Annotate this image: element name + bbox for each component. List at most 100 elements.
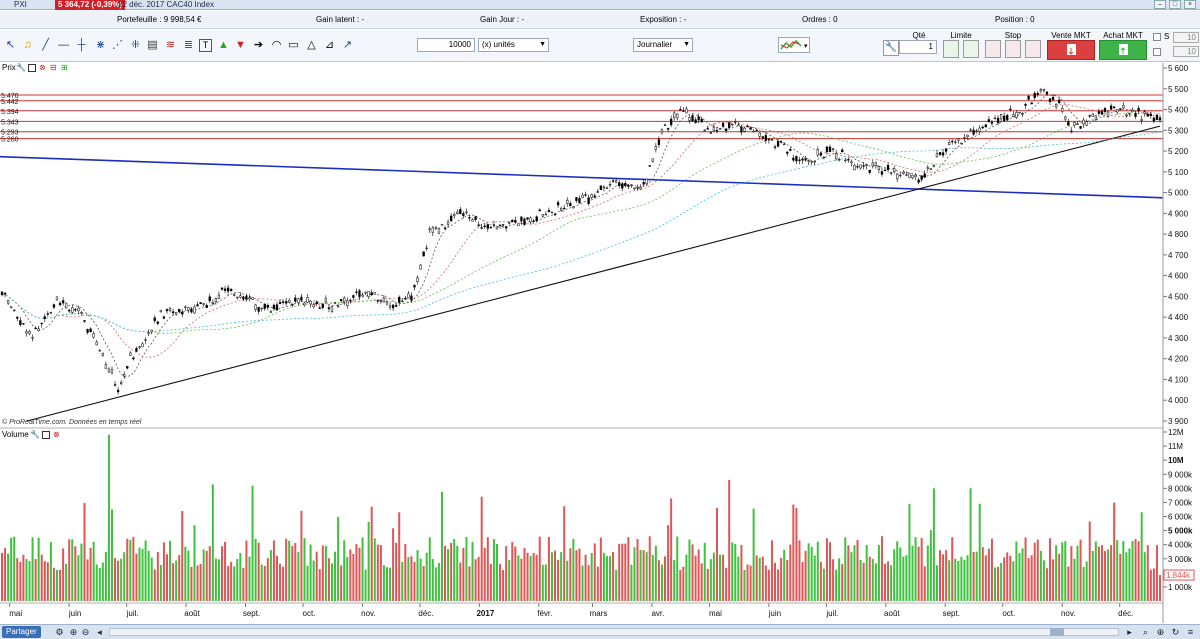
scroll-right-icon[interactable]: ▸ xyxy=(1127,627,1132,637)
volume-bar xyxy=(523,547,526,601)
x-axis-label: août xyxy=(184,609,200,618)
fan-icon[interactable]: ⋰ xyxy=(112,39,123,51)
s-checkbox[interactable] xyxy=(1153,33,1161,41)
period-select[interactable]: Journalier ▼ xyxy=(633,38,693,52)
zoom-in-icon[interactable]: ⊕ xyxy=(69,627,78,637)
zoom-in-icon[interactable]: ⊕ xyxy=(1156,627,1165,637)
candle-body xyxy=(877,166,881,171)
arrow-right-icon[interactable]: ➔ xyxy=(253,39,264,51)
minimize-icon[interactable]: – xyxy=(1154,0,1166,9)
arrow-tool-icon[interactable]: ↗ xyxy=(342,39,353,51)
t-checkbox[interactable] xyxy=(1153,48,1161,56)
volume-bar xyxy=(120,558,123,601)
candle-body xyxy=(230,289,233,292)
close-panel-icon[interactable]: ⊗ xyxy=(39,63,46,72)
volume-bar xyxy=(89,547,92,601)
candle-body xyxy=(245,296,248,300)
candle-body xyxy=(358,290,361,297)
achat-mkt-button[interactable] xyxy=(1099,40,1147,60)
s-input[interactable]: 10 xyxy=(1173,32,1199,43)
candle-body xyxy=(315,301,318,305)
alert-bell-icon[interactable]: ♫ xyxy=(23,39,32,51)
candle-body xyxy=(1125,114,1128,117)
pointer-icon[interactable]: ↖ xyxy=(5,39,16,51)
rectangle-icon[interactable]: ▭ xyxy=(288,39,299,51)
wrench-icon[interactable]: 🔧 xyxy=(16,63,26,72)
candle-body xyxy=(1015,112,1018,118)
quantity-input[interactable]: 10000 xyxy=(417,38,475,52)
position-value[interactable]: Position : 0 xyxy=(995,15,1035,24)
candle-body xyxy=(1003,115,1006,121)
ordres-value[interactable]: Ordres : 0 xyxy=(802,15,838,24)
candle-body xyxy=(489,226,493,229)
scroll-left-icon[interactable]: ◂ xyxy=(97,627,102,637)
candle-body xyxy=(281,301,285,303)
menu-icon[interactable]: ≡ xyxy=(1187,627,1194,637)
minus-icon[interactable]: ⊟ xyxy=(50,63,57,72)
candle-body xyxy=(978,127,981,132)
candle-body xyxy=(156,321,159,324)
stop-button-1[interactable] xyxy=(985,40,1001,58)
triangle-icon[interactable]: △ xyxy=(307,39,316,51)
refresh-icon[interactable]: ↻ xyxy=(1171,627,1180,637)
text-icon[interactable]: T xyxy=(199,39,212,52)
fibonacci-icon[interactable]: ≋ xyxy=(165,39,176,51)
volume-bar xyxy=(966,555,969,601)
volume-bar xyxy=(1012,561,1015,601)
volume-bar xyxy=(1045,568,1048,601)
vertical-line-icon[interactable]: ┼ xyxy=(77,39,86,51)
window-icon[interactable] xyxy=(42,431,50,439)
volume-bar xyxy=(884,563,887,601)
candle-body xyxy=(514,220,517,223)
volume-bar xyxy=(633,547,636,601)
candle-body xyxy=(608,184,612,186)
horizontal-line-icon[interactable]: — xyxy=(58,39,69,51)
line-icon[interactable]: ╱ xyxy=(42,39,49,51)
close-panel-icon[interactable]: ⊗ xyxy=(53,430,60,439)
candle-body xyxy=(859,164,862,169)
t-input[interactable]: 10 xyxy=(1173,46,1199,57)
vente-mkt-button[interactable] xyxy=(1047,40,1095,60)
trash-icon[interactable]: ▤ xyxy=(147,39,158,51)
horizontal-scrollbar[interactable] xyxy=(109,628,1119,636)
window-icon[interactable] xyxy=(28,64,36,72)
stop-button-2[interactable] xyxy=(1005,40,1021,58)
wrench-icon[interactable]: 🔧 xyxy=(30,430,40,439)
wrench-icon[interactable]: 🔧 xyxy=(883,40,899,56)
symbol-label[interactable]: PXI xyxy=(14,0,27,9)
qte-input[interactable]: 1 xyxy=(899,40,937,54)
candle-body xyxy=(972,129,975,135)
limite-buy-button[interactable] xyxy=(943,40,959,58)
volume-bar xyxy=(1076,545,1079,601)
volume-bar xyxy=(1082,566,1085,601)
zoom-out-icon[interactable]: ⊖ xyxy=(81,627,90,637)
scrollbar-thumb[interactable] xyxy=(1050,628,1064,636)
x-axis-label: juil. xyxy=(126,609,139,618)
candle-body xyxy=(208,296,211,302)
magnifier-icon[interactable]: ⌕ xyxy=(1142,627,1149,637)
candle-body xyxy=(211,302,214,304)
arrow-down-icon[interactable]: ▼ xyxy=(235,39,246,51)
candle-body xyxy=(355,291,358,293)
close-icon[interactable]: × xyxy=(1184,0,1196,9)
candle-body xyxy=(581,194,584,198)
maximize-icon[interactable]: □ xyxy=(1169,0,1181,9)
candle-body xyxy=(975,130,978,132)
stop-button-3[interactable] xyxy=(1025,40,1041,58)
partager-button[interactable]: Partager xyxy=(2,626,41,638)
measure-icon[interactable]: ⊿ xyxy=(324,39,335,51)
pattern-icon[interactable]: ⁜ xyxy=(130,39,141,51)
retracement-icon[interactable]: ≣ xyxy=(183,39,194,51)
chart-type-button[interactable]: ▾ xyxy=(778,37,810,53)
curve-icon[interactable]: ◠ xyxy=(271,39,282,51)
settings-icon[interactable]: ⚙ xyxy=(55,627,64,637)
unit-select[interactable]: (x) unités ▼ xyxy=(478,38,549,52)
plus-icon[interactable]: ⊞ xyxy=(61,63,68,72)
limite-sell-button[interactable] xyxy=(963,40,979,58)
channel-icon[interactable]: ⋇ xyxy=(95,39,106,51)
volume-bar xyxy=(682,566,685,601)
arrow-up-icon[interactable]: ▲ xyxy=(218,39,229,51)
volume-bar xyxy=(544,564,547,601)
candle-body xyxy=(746,125,749,128)
